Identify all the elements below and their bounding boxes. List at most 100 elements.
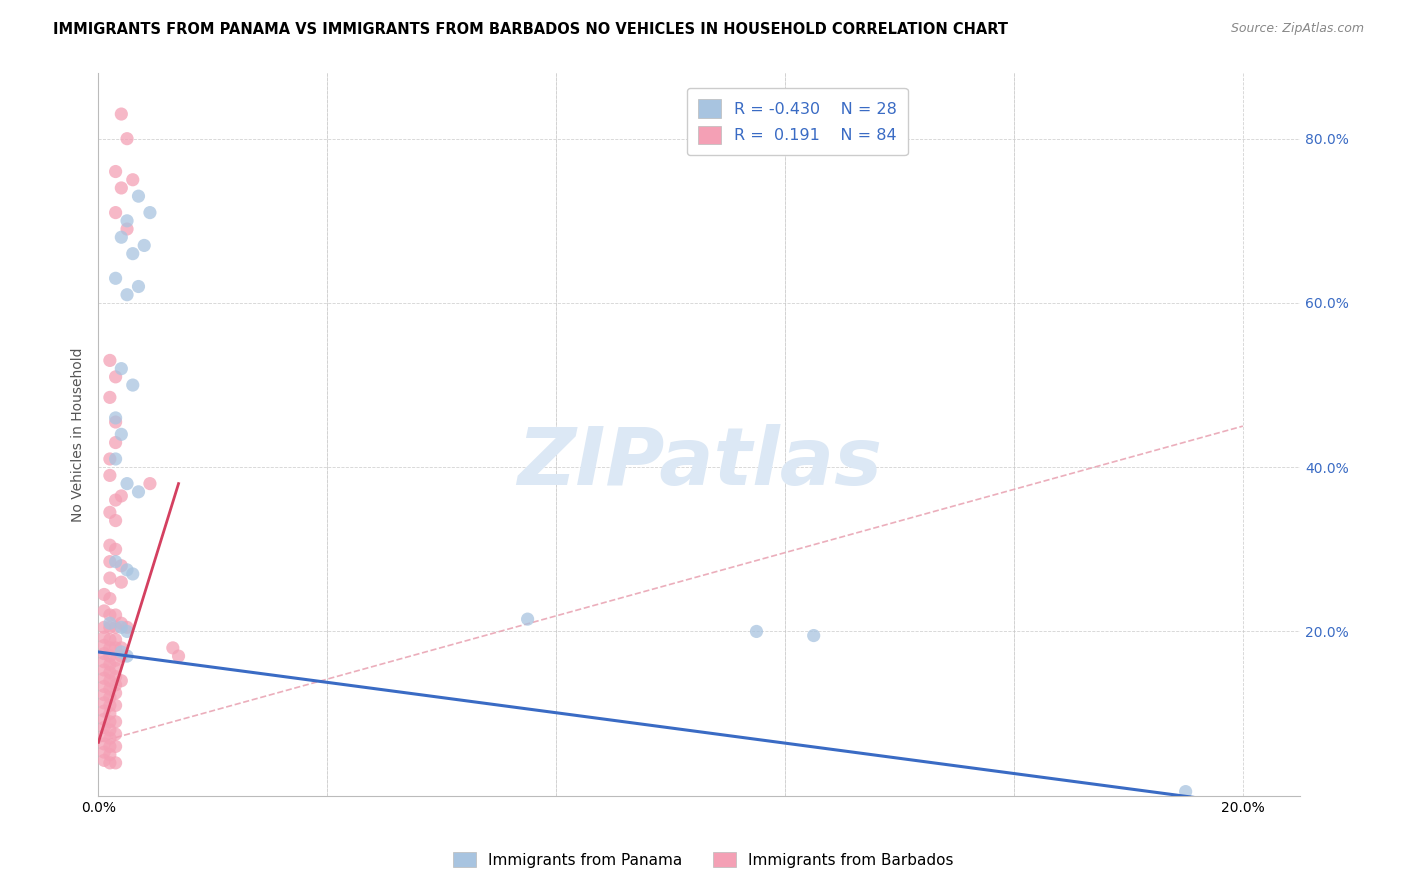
Point: [98, 505, 121, 519]
Point: [110, 489, 132, 503]
Point: [127, 189, 149, 203]
Point: [98, 607, 121, 622]
Point: [98, 616, 121, 631]
Point: [1174, 784, 1197, 798]
Point: [98, 690, 121, 705]
Point: [104, 514, 127, 528]
Point: [104, 369, 127, 384]
Point: [803, 629, 825, 643]
Point: [110, 645, 132, 659]
Point: [110, 427, 132, 442]
Point: [139, 476, 162, 491]
Point: [93, 663, 115, 677]
Point: [104, 727, 127, 741]
Point: [104, 555, 127, 569]
Point: [110, 230, 132, 244]
Point: [516, 612, 538, 626]
Point: [104, 205, 127, 219]
Point: [115, 131, 138, 145]
Point: [104, 756, 127, 770]
Point: [93, 655, 115, 669]
Legend: R = -0.430    N = 28, R =  0.191    N = 84: R = -0.430 N = 28, R = 0.191 N = 84: [688, 88, 907, 155]
Point: [115, 649, 138, 664]
Point: [93, 587, 115, 601]
Point: [104, 452, 127, 467]
Point: [98, 739, 121, 754]
Point: [127, 279, 149, 293]
Y-axis label: No Vehicles in Household: No Vehicles in Household: [72, 347, 86, 522]
Point: [121, 566, 143, 581]
Point: [98, 657, 121, 672]
Point: [98, 673, 121, 688]
Point: [167, 649, 190, 664]
Point: [104, 271, 127, 285]
Point: [98, 452, 121, 467]
Text: ZIPatlas: ZIPatlas: [517, 425, 882, 502]
Point: [98, 390, 121, 404]
Point: [93, 753, 115, 767]
Point: [110, 575, 132, 590]
Point: [104, 714, 127, 729]
Point: [104, 670, 127, 684]
Point: [104, 542, 127, 557]
Point: [121, 246, 143, 260]
Point: [104, 678, 127, 692]
Point: [110, 620, 132, 634]
Point: [121, 173, 143, 187]
Point: [98, 665, 121, 680]
Point: [127, 484, 149, 499]
Point: [104, 620, 127, 634]
Point: [98, 571, 121, 585]
Point: [98, 714, 121, 729]
Point: [98, 731, 121, 746]
Point: [93, 696, 115, 710]
Point: [104, 607, 127, 622]
Text: IMMIGRANTS FROM PANAMA VS IMMIGRANTS FROM BARBADOS NO VEHICLES IN HOUSEHOLD CORR: IMMIGRANTS FROM PANAMA VS IMMIGRANTS FRO…: [53, 22, 1008, 37]
Point: [93, 704, 115, 718]
Point: [110, 107, 132, 121]
Point: [93, 604, 115, 618]
Point: [98, 620, 121, 634]
Point: [93, 729, 115, 743]
Point: [93, 688, 115, 702]
Point: [104, 698, 127, 713]
Point: [104, 411, 127, 425]
Point: [98, 640, 121, 655]
Point: [110, 558, 132, 573]
Point: [121, 378, 143, 392]
Point: [115, 476, 138, 491]
Point: [93, 712, 115, 726]
Point: [93, 647, 115, 661]
Point: [93, 639, 115, 653]
Point: [98, 591, 121, 606]
Point: [115, 287, 138, 301]
Point: [162, 640, 184, 655]
Point: [98, 681, 121, 696]
Point: [93, 630, 115, 644]
Point: [104, 640, 127, 655]
Point: [98, 632, 121, 647]
Point: [139, 205, 162, 219]
Point: [110, 181, 132, 195]
Point: [104, 435, 127, 450]
Point: [110, 616, 132, 631]
Point: [104, 661, 127, 675]
Point: [98, 468, 121, 483]
Text: Source: ZipAtlas.com: Source: ZipAtlas.com: [1230, 22, 1364, 36]
Point: [93, 671, 115, 685]
Point: [104, 632, 127, 647]
Point: [98, 555, 121, 569]
Point: [98, 756, 121, 770]
Point: [104, 686, 127, 700]
Point: [115, 624, 138, 639]
Point: [93, 680, 115, 694]
Point: [104, 415, 127, 429]
Point: [98, 649, 121, 664]
Point: [115, 214, 138, 228]
Point: [98, 747, 121, 762]
Point: [745, 624, 768, 639]
Point: [134, 238, 156, 252]
Point: [98, 538, 121, 552]
Point: [115, 620, 138, 634]
Point: [115, 222, 138, 236]
